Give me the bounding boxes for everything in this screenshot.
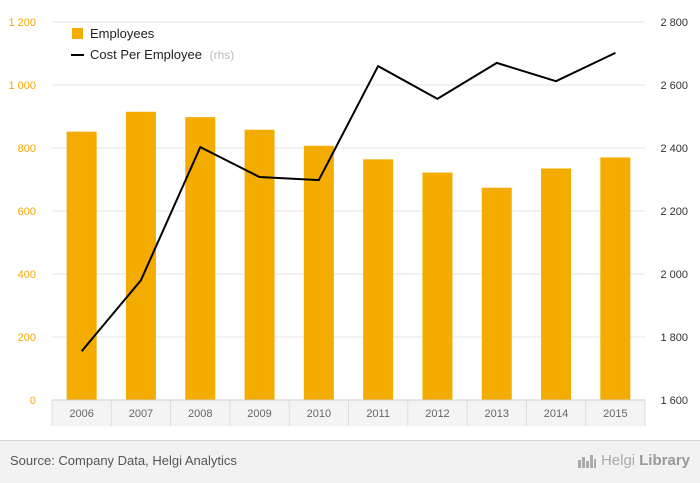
bar-employees-2012	[422, 172, 453, 400]
y-left-tick-label: 600	[18, 206, 36, 218]
bar-employees-2008	[185, 117, 216, 400]
legend-label-employees: Employees	[90, 26, 155, 41]
bar-employees-2011	[363, 159, 394, 400]
brand-logo: Helgi Library	[577, 452, 690, 469]
x-tick-label-2015: 2015	[603, 408, 627, 420]
bar-employees-2006	[66, 131, 97, 400]
y-left-tick-label: 0	[30, 395, 36, 407]
legend-rhs-note: (rhs)	[210, 48, 235, 62]
employees-bars	[66, 111, 631, 401]
x-tick-label-2013: 2013	[485, 408, 509, 420]
y-left-tick-label: 1 000	[8, 80, 36, 92]
y-right-tick-label: 2 400	[660, 143, 688, 155]
x-tick-label-2012: 2012	[425, 408, 449, 420]
bar-employees-2009	[244, 129, 275, 401]
legend-label-cost: Cost Per Employee (rhs)	[90, 47, 234, 62]
y-left-tick-label: 800	[18, 143, 36, 155]
bar-employees-2014	[541, 168, 572, 400]
y-right-tick-label: 2 000	[660, 269, 688, 281]
x-tick-label-2009: 2009	[247, 408, 271, 420]
bar-employees-2015	[600, 157, 631, 400]
y-left-tick-label: 200	[18, 332, 36, 344]
y-axis-left: 0 200 400 600 800 1 000 1 200	[8, 17, 36, 407]
x-tick-label-2006: 2006	[69, 408, 93, 420]
footer: Source: Company Data, Helgi Analytics He…	[0, 440, 700, 483]
line-cost-per-employee	[80, 51, 616, 352]
y-left-tick-label: 400	[18, 269, 36, 281]
x-tick-label-2010: 2010	[307, 408, 331, 420]
cost-per-employee-line	[80, 51, 616, 352]
x-axis: 2006 2007 2008 2009 2010 2011 2012 2013 2014 2015	[51, 399, 646, 426]
y-right-tick-label: 2 600	[660, 80, 688, 92]
city-skyline-icon	[577, 454, 596, 468]
source-note: Source: Company Data, Helgi Analytics	[10, 453, 237, 468]
bar-employees-2013	[481, 187, 512, 400]
x-tick-label-2011: 2011	[366, 408, 390, 420]
y-right-tick-label: 2 200	[660, 206, 688, 218]
x-tick-label-2008: 2008	[188, 408, 212, 420]
y-left-tick-label: 1 200	[8, 17, 36, 29]
y-right-tick-label: 2 800	[660, 17, 688, 29]
chart: 2006 2007 2008 2009 2010 2011 2012 2013 2014 2015…	[8, 17, 688, 426]
legend-swatch-employees	[72, 28, 83, 39]
brand-name-bold: Library	[639, 452, 690, 469]
brand-name-light: Helgi	[600, 452, 636, 469]
bar-employees-2010	[303, 145, 334, 400]
x-tick-label-2014: 2014	[544, 408, 568, 420]
y-right-tick-label: 1 800	[660, 332, 688, 344]
y-right-tick-label: 1 600	[660, 395, 688, 407]
legend: Employees Cost Per Employee (rhs)	[71, 26, 234, 62]
x-tick-label-2007: 2007	[129, 408, 153, 420]
y-axis-right: 1 600 1 800 2 000 2 200 2 400 2 600 2 800	[660, 17, 688, 407]
